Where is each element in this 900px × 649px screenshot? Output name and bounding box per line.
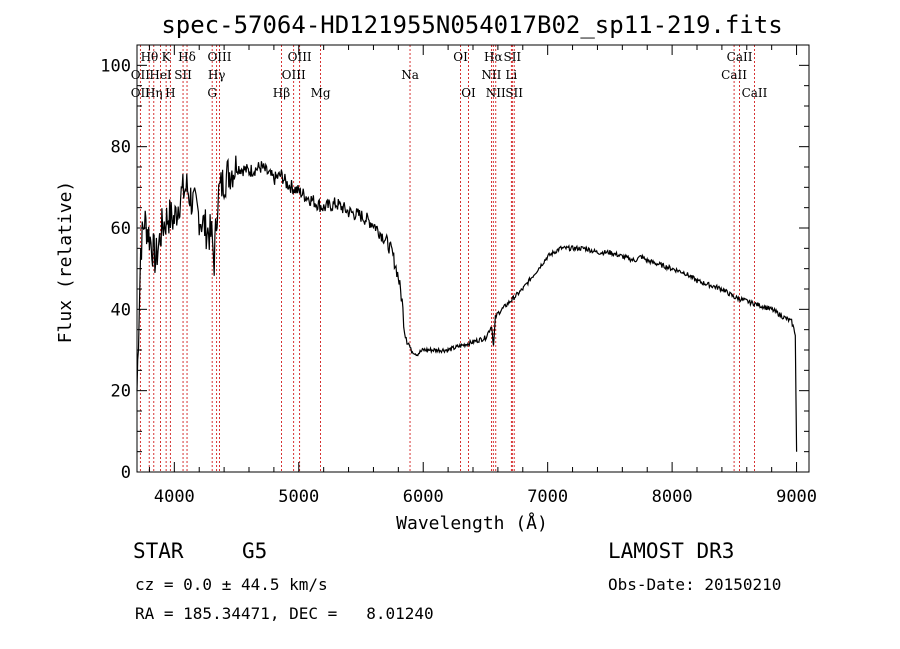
line-label-OIII: OIII [282, 68, 306, 82]
survey-name: LAMOST DR3 [608, 539, 735, 563]
x-tick-label: 9000 [776, 487, 817, 507]
line-label-H: H [165, 86, 175, 100]
y-tick-label: 20 [111, 382, 131, 402]
line-label-OIII: OIII [207, 50, 231, 64]
y-axis-label: Flux (relative) [55, 181, 76, 344]
line-label-CaII: CaII [727, 50, 753, 64]
redshift-velocity: cz = 0.0 ± 44.5 km/s [135, 575, 328, 594]
line-label-SII: SII [503, 50, 521, 64]
flux-series-line [136, 155, 798, 452]
line-label-Li: Li [505, 68, 517, 82]
line-label-Hγ: Hγ [208, 68, 226, 82]
line-label-Hα: Hα [484, 50, 503, 64]
x-tick-label: 6000 [403, 487, 444, 507]
line-label-OII: OII [131, 68, 151, 82]
y-tick-label: 100 [100, 56, 131, 76]
y-tick-label: 40 [111, 300, 131, 320]
observation-date: Obs-Date: 20150210 [608, 575, 782, 594]
line-label-Hθ: Hθ [141, 50, 159, 64]
line-label-G: G [207, 86, 217, 100]
line-label-OIII: OIII [288, 50, 312, 64]
line-label-SII: SII [505, 86, 523, 100]
x-tick-label: 8000 [652, 487, 693, 507]
x-axis-ticks: 4000 5000 6000 7000 8000 9000 [148, 45, 817, 507]
spectral-line-markers [139, 45, 755, 472]
line-label-Mg: Mg [311, 86, 331, 100]
line-label-NII: NII [481, 68, 501, 82]
object-subclass: G5 [242, 539, 268, 563]
line-label-CaII: CaII [742, 86, 768, 100]
y-tick-label: 80 [111, 138, 131, 158]
y-tick-label: 0 [121, 463, 131, 483]
chart-title: spec-57064-HD121955N054017B02_sp11-219.f… [161, 11, 782, 39]
x-tick-label: 7000 [527, 487, 568, 507]
line-label-CaII: CaII [721, 68, 747, 82]
y-axis-ticks: 0 20 40 60 80 100 [100, 56, 809, 483]
spectrum-chart: spec-57064-HD121955N054017B02_sp11-219.f… [55, 11, 817, 534]
line-label-HeI: HeI [149, 68, 172, 82]
plot-frame [136, 44, 810, 473]
line-label-K: K [162, 50, 172, 64]
line-label-OI: OI [461, 86, 476, 100]
x-axis-label: Wavelength (Å) [396, 512, 548, 534]
line-label-Hδ: Hδ [178, 50, 196, 64]
line-label-Hη: Hη [145, 86, 163, 100]
line-label-OI: OI [453, 50, 468, 64]
x-tick-label: 4000 [154, 487, 195, 507]
line-label-SII: SII [174, 68, 192, 82]
object-class: STAR [133, 539, 184, 563]
y-tick-label: 60 [111, 219, 131, 239]
line-label-Na: Na [401, 68, 419, 82]
line-label-OII: OII [131, 86, 151, 100]
line-label-Hβ: Hβ [273, 86, 290, 100]
x-tick-label: 5000 [278, 487, 319, 507]
coordinates: RA = 185.34471, DEC = 8.01240 [135, 604, 434, 623]
line-label-NII: NII [486, 86, 506, 100]
